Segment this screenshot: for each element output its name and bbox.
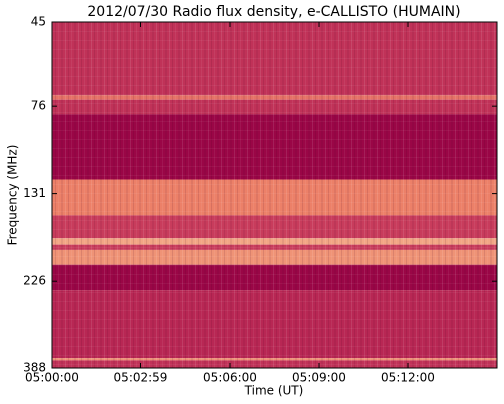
y-tick-label: 76 <box>31 99 46 113</box>
x-tick-label: 05:12:00 <box>381 371 435 385</box>
x-tick-label: 05:00:00 <box>25 371 79 385</box>
chart-title: 2012/07/30 Radio flux density, e-CALLIST… <box>87 4 460 20</box>
frame <box>51 21 498 369</box>
y-tick-label: 131 <box>23 186 46 200</box>
x-tick-label: 05:02:59 <box>114 371 168 385</box>
y-tick-label: 226 <box>23 274 46 288</box>
texture <box>52 22 497 368</box>
y-tick-label: 45 <box>31 15 46 29</box>
x-axis-label: Time (UT) <box>244 384 304 398</box>
x-tick-label: 05:06:00 <box>203 371 257 385</box>
x-tick-label: 05:09:00 <box>292 371 346 385</box>
y-tick-label: 388 <box>23 361 46 375</box>
y-axis-label: Frequency (MHz) <box>6 145 20 246</box>
